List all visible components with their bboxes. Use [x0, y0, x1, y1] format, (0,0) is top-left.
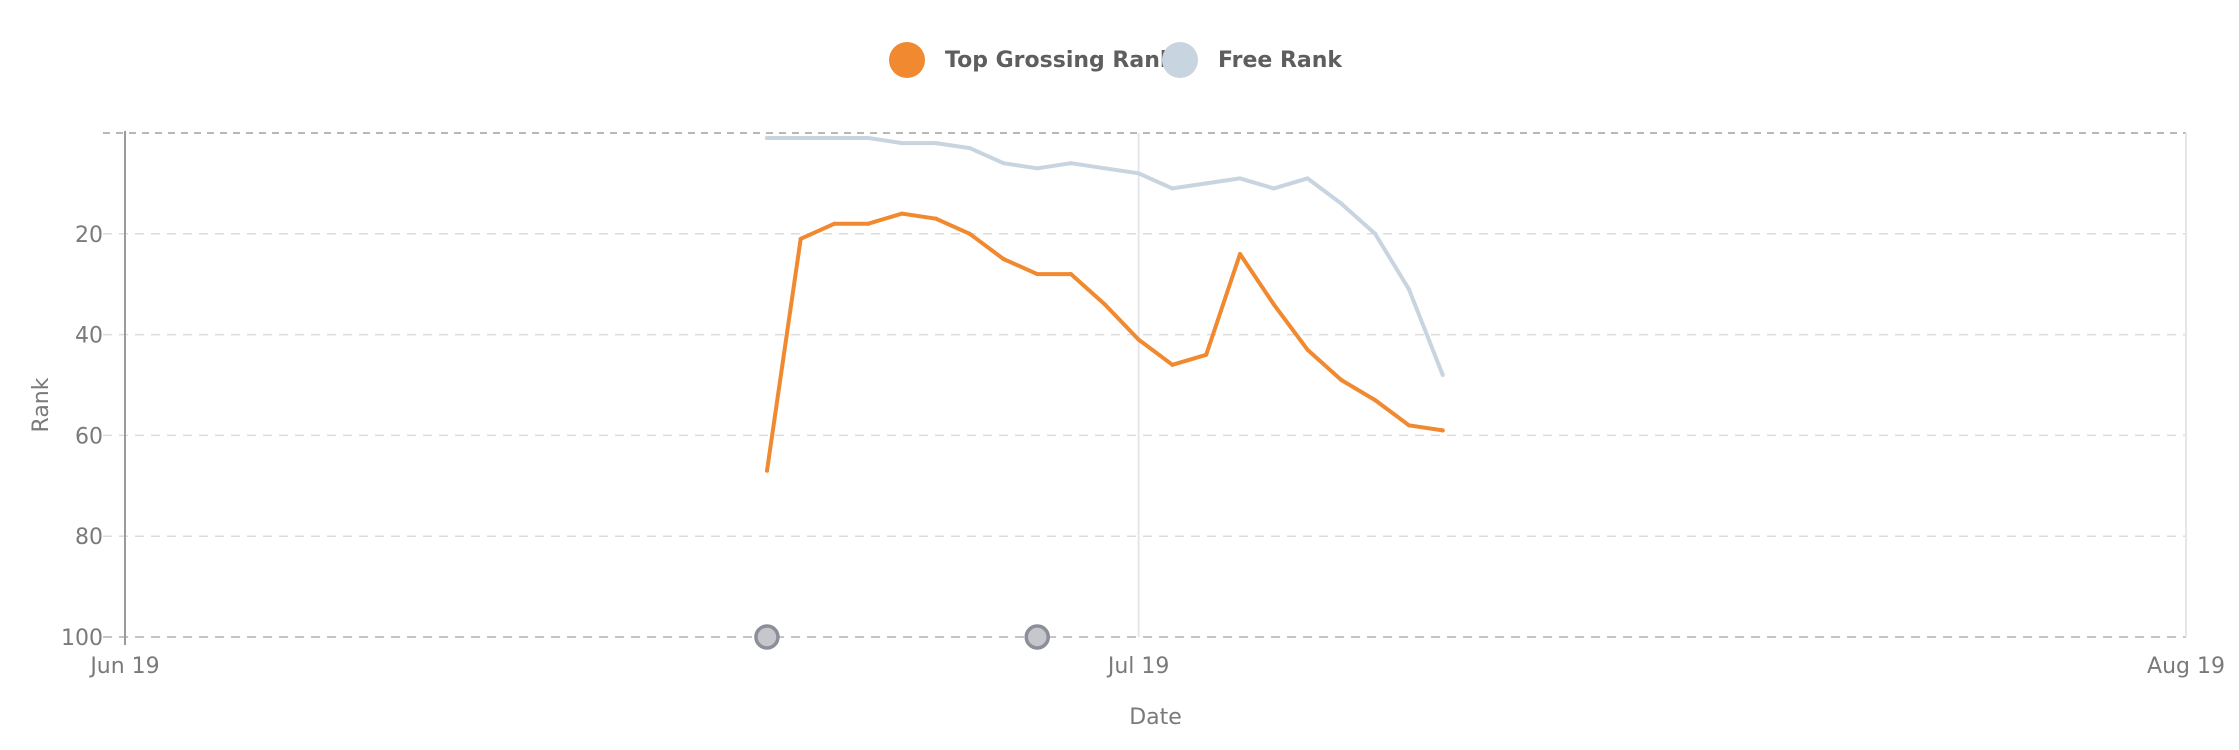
data-point [1170, 362, 1175, 367]
legend-swatch[interactable] [1162, 42, 1198, 78]
x-axis-title: Date [1129, 705, 1182, 730]
data-point [1102, 166, 1107, 171]
annotation-marker[interactable] [1024, 624, 1050, 650]
data-point [1170, 186, 1175, 191]
data-point [1136, 337, 1141, 342]
data-point [1440, 372, 1445, 377]
data-point [900, 141, 905, 146]
data-point [1237, 251, 1242, 256]
data-point [1305, 347, 1310, 352]
data-point [1035, 272, 1040, 277]
y-tick-label: 20 [75, 223, 103, 248]
data-point [866, 221, 871, 226]
data-point [1373, 231, 1378, 236]
data-point [1136, 171, 1141, 176]
x-tick-label: Aug 19 [2147, 654, 2225, 679]
y-tick-label: 100 [61, 626, 103, 651]
data-point [1001, 257, 1006, 261]
data-point [1271, 186, 1276, 191]
data-point [933, 141, 938, 146]
data-point [1406, 287, 1411, 292]
data-point [798, 136, 803, 141]
data-point [1001, 161, 1006, 166]
data-point [764, 468, 769, 473]
data-point [1035, 166, 1040, 171]
data-point [1204, 181, 1209, 186]
y-tick-label: 60 [75, 424, 103, 449]
legend-label[interactable]: Free Rank [1218, 48, 1343, 73]
data-point [798, 236, 803, 241]
data-point [1339, 201, 1344, 206]
data-point [1069, 272, 1074, 277]
legend-label[interactable]: Top Grossing Rank [945, 48, 1176, 73]
data-point [1440, 428, 1445, 433]
x-tick-label: Jun 19 [88, 654, 159, 679]
data-point [832, 221, 837, 226]
series-line-free [765, 136, 1445, 377]
data-point [1305, 176, 1310, 181]
data-point [1237, 176, 1242, 181]
data-point [866, 136, 871, 141]
y-tick-label: 80 [75, 525, 103, 550]
y-axis-title: Rank [29, 377, 54, 432]
data-point [900, 211, 905, 216]
data-point [1271, 302, 1276, 307]
data-point [1339, 377, 1344, 382]
data-point [1102, 302, 1107, 307]
data-point [832, 136, 837, 141]
data-point [1406, 423, 1411, 428]
series-line-top-grossing [765, 211, 1445, 473]
y-tick-label: 40 [75, 324, 103, 349]
data-point [1373, 398, 1378, 403]
data-point [1204, 352, 1209, 357]
legend-swatch[interactable] [889, 42, 925, 78]
data-point [933, 216, 938, 221]
x-tick-label: Jul 19 [1106, 654, 1170, 679]
data-point [967, 146, 972, 151]
data-point [967, 231, 972, 236]
data-point [1069, 161, 1074, 166]
data-point [764, 136, 769, 141]
annotation-marker[interactable] [754, 624, 780, 650]
